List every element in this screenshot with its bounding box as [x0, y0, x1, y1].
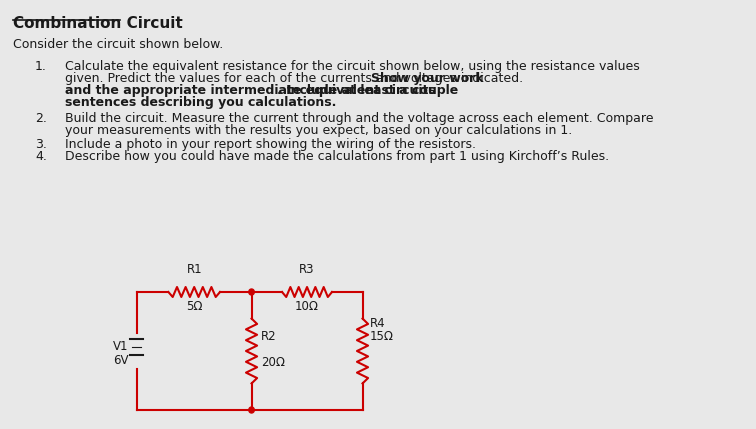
Circle shape — [249, 289, 254, 295]
Text: 20Ω: 20Ω — [261, 356, 285, 369]
Text: Calculate the equivalent resistance for the circuit shown below, using the resis: Calculate the equivalent resistance for … — [65, 60, 640, 73]
Text: 5Ω: 5Ω — [186, 300, 203, 313]
Text: V1: V1 — [113, 339, 129, 353]
Text: Combination Circuit: Combination Circuit — [13, 16, 183, 31]
Text: your measurements with the results you expect, based on your calculations in 1.: your measurements with the results you e… — [65, 124, 572, 137]
Text: 1.: 1. — [35, 60, 47, 73]
Text: R1: R1 — [187, 263, 202, 276]
Text: 4.: 4. — [35, 150, 47, 163]
Text: Describe how you could have made the calculations from part 1 using Kirchoff’s R: Describe how you could have made the cal… — [65, 150, 609, 163]
Text: and the appropriate intermediate equivalent circuits: and the appropriate intermediate equival… — [65, 84, 435, 97]
Circle shape — [249, 407, 254, 413]
Text: . Include at least a couple: . Include at least a couple — [277, 84, 459, 97]
Text: 2.: 2. — [35, 112, 47, 125]
Text: Consider the circuit shown below.: Consider the circuit shown below. — [13, 38, 223, 51]
Text: given. Predict the values for each of the currents and voltages indicated.: given. Predict the values for each of th… — [65, 72, 527, 85]
Text: 6V: 6V — [113, 354, 129, 368]
Text: 3.: 3. — [35, 138, 47, 151]
Text: sentences describing you calculations.: sentences describing you calculations. — [65, 96, 336, 109]
Text: Build the circuit. Measure the current through and the voltage across each eleme: Build the circuit. Measure the current t… — [65, 112, 653, 125]
Text: Show your work: Show your work — [371, 72, 484, 85]
Text: Include a photo in your report showing the wiring of the resistors.: Include a photo in your report showing t… — [65, 138, 476, 151]
Text: R4: R4 — [370, 317, 386, 330]
Text: 15Ω: 15Ω — [370, 330, 394, 343]
Text: R2: R2 — [261, 330, 277, 343]
Text: 10Ω: 10Ω — [295, 300, 319, 313]
Text: R3: R3 — [299, 263, 314, 276]
